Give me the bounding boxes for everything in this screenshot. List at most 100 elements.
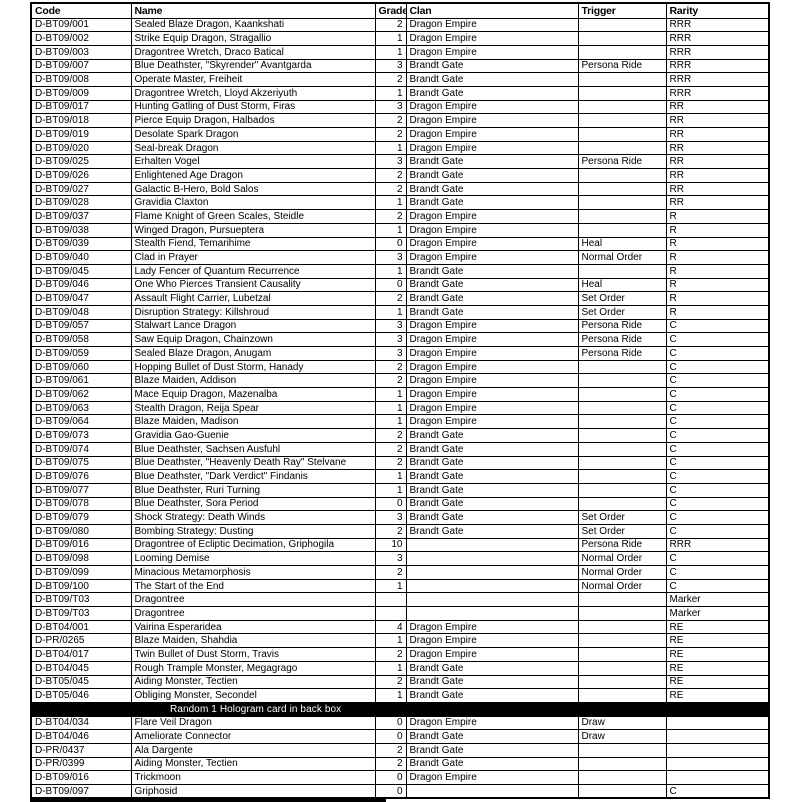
cell-code: D-BT09/079 [30, 510, 132, 525]
cell-clan: Dragon Empire [405, 236, 579, 252]
cell-code: D-BT04/045 [30, 660, 132, 676]
cell-rarity: C [665, 373, 770, 389]
cell-clan: Dragon Empire [405, 113, 579, 128]
cell-grade: 3 [374, 332, 407, 347]
cell-clan: Brandt Gate [405, 688, 579, 703]
cell-rarity: Marker [665, 606, 770, 621]
cell-code: D-BT09/058 [30, 332, 132, 347]
cell-grade: 3 [374, 510, 407, 525]
cell-name: Hunting Gatling of Dust Storm, Firas [130, 99, 376, 115]
cell-code: D-BT09/074 [30, 441, 132, 457]
cell-code: D-BT09/045 [30, 263, 132, 279]
cell-name: Blaze Maiden, Shahdia [130, 633, 376, 649]
cell-rarity: C [665, 523, 770, 539]
cell-grade: 2 [374, 113, 407, 128]
cell-clan: Brandt Gate [405, 482, 579, 498]
cell-name: Dragontree Wretch, Lloyd Akzeriyuth [130, 85, 376, 101]
cell-clan: Brandt Gate [405, 428, 579, 443]
cell-clan: Brandt Gate [405, 195, 579, 211]
table-row: D-BT09/073 Gravidia Gao-Guenie 2 Brandt Gat… [30, 428, 770, 443]
cell-rarity: RE [665, 674, 770, 690]
cell-clan: Brandt Gate [405, 742, 579, 758]
column-header-code: Code [30, 2, 132, 19]
cell-name: Aiding Monster, Tectien [130, 674, 376, 690]
cell-grade: 0 [374, 236, 407, 252]
table-row: D-BT09/T03 Dragontree Marker [30, 606, 770, 621]
cell-rarity: C [665, 346, 770, 361]
cell-rarity: RR [665, 127, 770, 142]
cell-code: D-BT04/001 [30, 619, 132, 635]
cell-trigger [577, 606, 667, 621]
cell-code: D-BT05/046 [30, 688, 132, 703]
cell-name: Trickmoon [130, 770, 376, 785]
cell-grade: 2 [374, 428, 407, 443]
table-row: D-BT09/027 Galactic B-Hero, Bold Salos 2 Br… [30, 181, 770, 197]
cell-grade: 2 [374, 441, 407, 457]
cell-rarity: RR [665, 181, 770, 197]
cell-clan: Dragon Empire [405, 359, 579, 375]
cell-code: D-BT09/039 [30, 236, 132, 252]
cell-grade: 1 [374, 222, 407, 238]
header-row: Code Name Grade Clan Trigger Rarity [30, 2, 770, 19]
cell-grade: 1 [374, 31, 407, 46]
cell-rarity: R [665, 263, 770, 279]
table-row: D-BT09/008 Operate Master, Freiheit 2 Brand… [30, 72, 770, 87]
cell-trigger [577, 17, 667, 33]
cell-name: Blaze Maiden, Addison [130, 373, 376, 389]
cell-name: Mace Equip Dragon, Mazenalba [130, 387, 376, 402]
cell-code: D-BT09/T03 [30, 606, 132, 621]
table-row: D-BT09/009 Dragontree Wretch, Lloyd Akzer… [30, 85, 770, 101]
cell-grade: 1 [374, 387, 407, 402]
cell-grade: 0 [374, 770, 407, 785]
cell-grade: 2 [374, 674, 407, 690]
cell-rarity: Marker [665, 592, 770, 608]
table-row: D-BT09/045 Lady Fencer of Quantum Recurre… [30, 263, 770, 279]
cell-code: D-BT09/026 [30, 168, 132, 183]
cell-trigger [577, 359, 667, 375]
cell-clan: Brandt Gate [405, 441, 579, 457]
cell-trigger [577, 441, 667, 457]
cell-clan: Brandt Gate [405, 72, 579, 87]
cell-grade: 1 [374, 85, 407, 101]
cell-rarity [665, 756, 770, 772]
cell-clan: Dragon Empire [405, 633, 579, 649]
cell-trigger [577, 31, 667, 46]
cell-rarity: RE [665, 619, 770, 635]
cell-code: D-BT09/100 [30, 578, 132, 594]
cell-rarity: C [665, 441, 770, 457]
table-row: D-BT09/078 Blue Deathster, Sora Period 0 Br… [30, 496, 770, 512]
cell-code: D-BT09/025 [30, 154, 132, 170]
cell-name: Blaze Maiden, Madison [130, 414, 376, 430]
cell-name: The Start of the End [130, 578, 376, 594]
cell-grade: 1 [374, 195, 407, 211]
cell-trigger: Persona Ride [577, 58, 667, 74]
cell-name: Sealed Blaze Dragon, Kaankshati [130, 17, 376, 33]
cell-clan: Dragon Empire [405, 250, 579, 265]
cell-code: D-BT09/061 [30, 373, 132, 389]
table-row: D-BT09/058 Saw Equip Dragon, Chainzown 3 Dr… [30, 332, 770, 347]
cell-name: Lady Fencer of Quantum Recurrence [130, 263, 376, 279]
cell-grade: 3 [374, 154, 407, 170]
cell-rarity [665, 729, 770, 744]
cell-trigger [577, 482, 667, 498]
cell-rarity: RRR [665, 44, 770, 60]
cell-trigger [577, 263, 667, 279]
cell-grade: 1 [374, 44, 407, 60]
cell-trigger [577, 592, 667, 608]
cell-trigger [577, 113, 667, 128]
table-row: D-BT09/062 Mace Equip Dragon, Mazenalba 1 D… [30, 387, 770, 402]
table-row: D-BT05/045 Aiding Monster, Tectien 2 Brandt… [30, 674, 770, 690]
cell-clan: Dragon Empire [405, 619, 579, 635]
cell-code: D-BT09/099 [30, 565, 132, 580]
cell-clan: Brandt Gate [405, 455, 579, 471]
cell-rarity: R [665, 304, 770, 320]
table-row: D-BT09/019 Desolate Spark Dragon 2 Dragon E… [30, 127, 770, 142]
cell-name: Blue Deathster, "Dark Verdict" Findanis [130, 469, 376, 484]
cell-name: Dragontree Wretch, Draco Batical [130, 44, 376, 60]
cell-clan [405, 551, 579, 566]
cell-clan: Dragon Empire [405, 715, 579, 731]
cell-grade: 2 [374, 291, 407, 306]
table-row: D-BT09/077 Blue Deathster, Ruri Turning 1 B… [30, 482, 770, 498]
table-row: D-BT09/T03 Dragontree Marker [30, 592, 770, 608]
cell-grade: 2 [374, 523, 407, 539]
